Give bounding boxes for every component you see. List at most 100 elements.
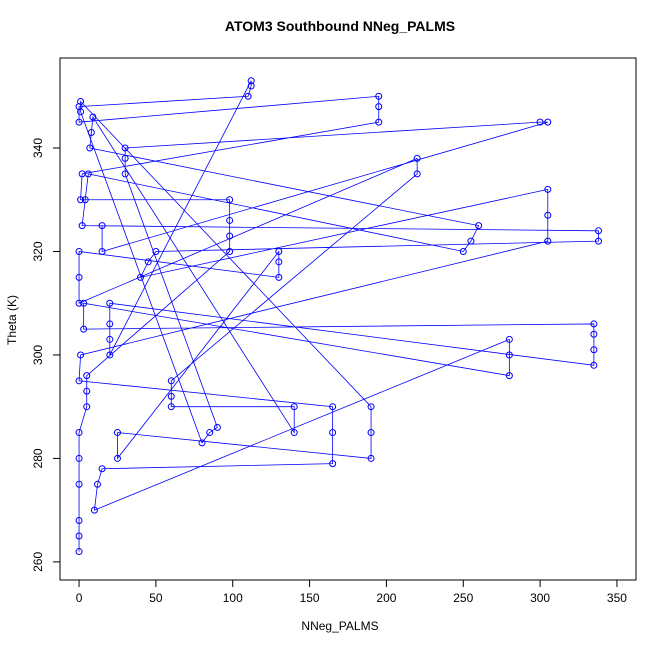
data-point bbox=[226, 232, 234, 240]
data-point bbox=[375, 118, 383, 126]
x-tick-label: 50 bbox=[149, 591, 163, 605]
data-point bbox=[505, 351, 513, 359]
x-tick-label: 250 bbox=[453, 591, 473, 605]
data-point bbox=[77, 97, 85, 105]
x-tick-label: 0 bbox=[76, 591, 83, 605]
data-point bbox=[83, 372, 91, 380]
data-point bbox=[75, 429, 83, 437]
data-point bbox=[106, 335, 114, 343]
data-point bbox=[590, 361, 598, 369]
data-point bbox=[106, 299, 114, 307]
data-point bbox=[75, 548, 83, 556]
data-point bbox=[226, 247, 234, 255]
data-point bbox=[80, 299, 88, 307]
data-point bbox=[75, 247, 83, 255]
data-point bbox=[75, 517, 83, 525]
data-point bbox=[121, 144, 129, 152]
data-point bbox=[106, 351, 114, 359]
data-point bbox=[226, 216, 234, 224]
data-point bbox=[544, 237, 552, 245]
data-point bbox=[75, 480, 83, 488]
data-point bbox=[544, 211, 552, 219]
data-point bbox=[467, 237, 475, 245]
data-point bbox=[244, 92, 252, 100]
data-point bbox=[113, 429, 121, 437]
data-point bbox=[89, 113, 97, 121]
data-point bbox=[121, 170, 129, 178]
x-tick-label: 100 bbox=[223, 591, 243, 605]
data-point bbox=[81, 196, 89, 204]
data-point bbox=[87, 128, 95, 136]
data-point bbox=[77, 196, 85, 204]
data-point bbox=[290, 403, 298, 411]
data-point bbox=[83, 403, 91, 411]
data-point bbox=[590, 320, 598, 328]
data-point bbox=[247, 82, 255, 90]
data-point bbox=[77, 108, 85, 116]
data-point bbox=[544, 185, 552, 193]
data-point bbox=[536, 118, 544, 126]
data-point bbox=[595, 227, 603, 235]
data-point bbox=[86, 144, 94, 152]
data-point bbox=[329, 429, 337, 437]
data-point bbox=[590, 330, 598, 338]
data-point bbox=[77, 351, 85, 359]
data-point bbox=[544, 118, 552, 126]
data-point bbox=[75, 299, 83, 307]
x-tick-label: 350 bbox=[607, 591, 627, 605]
data-point bbox=[367, 429, 375, 437]
data-point bbox=[198, 439, 206, 447]
data-point bbox=[505, 335, 513, 343]
data-point bbox=[167, 403, 175, 411]
data-point bbox=[375, 92, 383, 100]
y-tick-label: 300 bbox=[31, 345, 45, 365]
data-point bbox=[144, 258, 152, 266]
data-point bbox=[275, 247, 283, 255]
data-point bbox=[275, 258, 283, 266]
data-point bbox=[247, 77, 255, 85]
data-point bbox=[206, 429, 214, 437]
data-point bbox=[93, 480, 101, 488]
data-point bbox=[367, 454, 375, 462]
data-point bbox=[590, 346, 598, 354]
data-point bbox=[90, 506, 98, 514]
data-point bbox=[152, 247, 160, 255]
series-line bbox=[78, 80, 599, 552]
data-point bbox=[595, 237, 603, 245]
data-point bbox=[113, 454, 121, 462]
data-point bbox=[106, 320, 114, 328]
data-point bbox=[98, 247, 106, 255]
data-point bbox=[167, 377, 175, 385]
data-point bbox=[75, 273, 83, 281]
y-tick-label: 320 bbox=[31, 241, 45, 261]
data-point bbox=[275, 273, 283, 281]
data-point bbox=[98, 465, 106, 473]
data-point bbox=[413, 154, 421, 162]
data-point bbox=[375, 103, 383, 111]
data-point bbox=[98, 222, 106, 230]
data-point bbox=[213, 423, 221, 431]
x-tick-label: 150 bbox=[300, 591, 320, 605]
y-axis-label: Theta (K) bbox=[5, 295, 19, 345]
data-point bbox=[78, 222, 86, 230]
data-point bbox=[459, 247, 467, 255]
x-axis-label: NNeg_PALMS bbox=[301, 619, 378, 633]
data-point bbox=[226, 196, 234, 204]
data-point bbox=[290, 429, 298, 437]
y-tick-label: 280 bbox=[31, 448, 45, 468]
y-tick-label: 340 bbox=[31, 138, 45, 158]
data-point bbox=[329, 403, 337, 411]
data-point bbox=[475, 222, 483, 230]
data-point bbox=[167, 392, 175, 400]
x-tick-label: 300 bbox=[530, 591, 550, 605]
y-tick-label: 260 bbox=[31, 552, 45, 572]
data-point bbox=[75, 454, 83, 462]
data-point bbox=[75, 118, 83, 126]
data-point bbox=[367, 403, 375, 411]
chart-title: ATOM3 Southbound NNeg_PALMS bbox=[225, 18, 455, 34]
data-point bbox=[83, 387, 91, 395]
x-tick-label: 200 bbox=[376, 591, 396, 605]
data-point bbox=[84, 170, 92, 178]
